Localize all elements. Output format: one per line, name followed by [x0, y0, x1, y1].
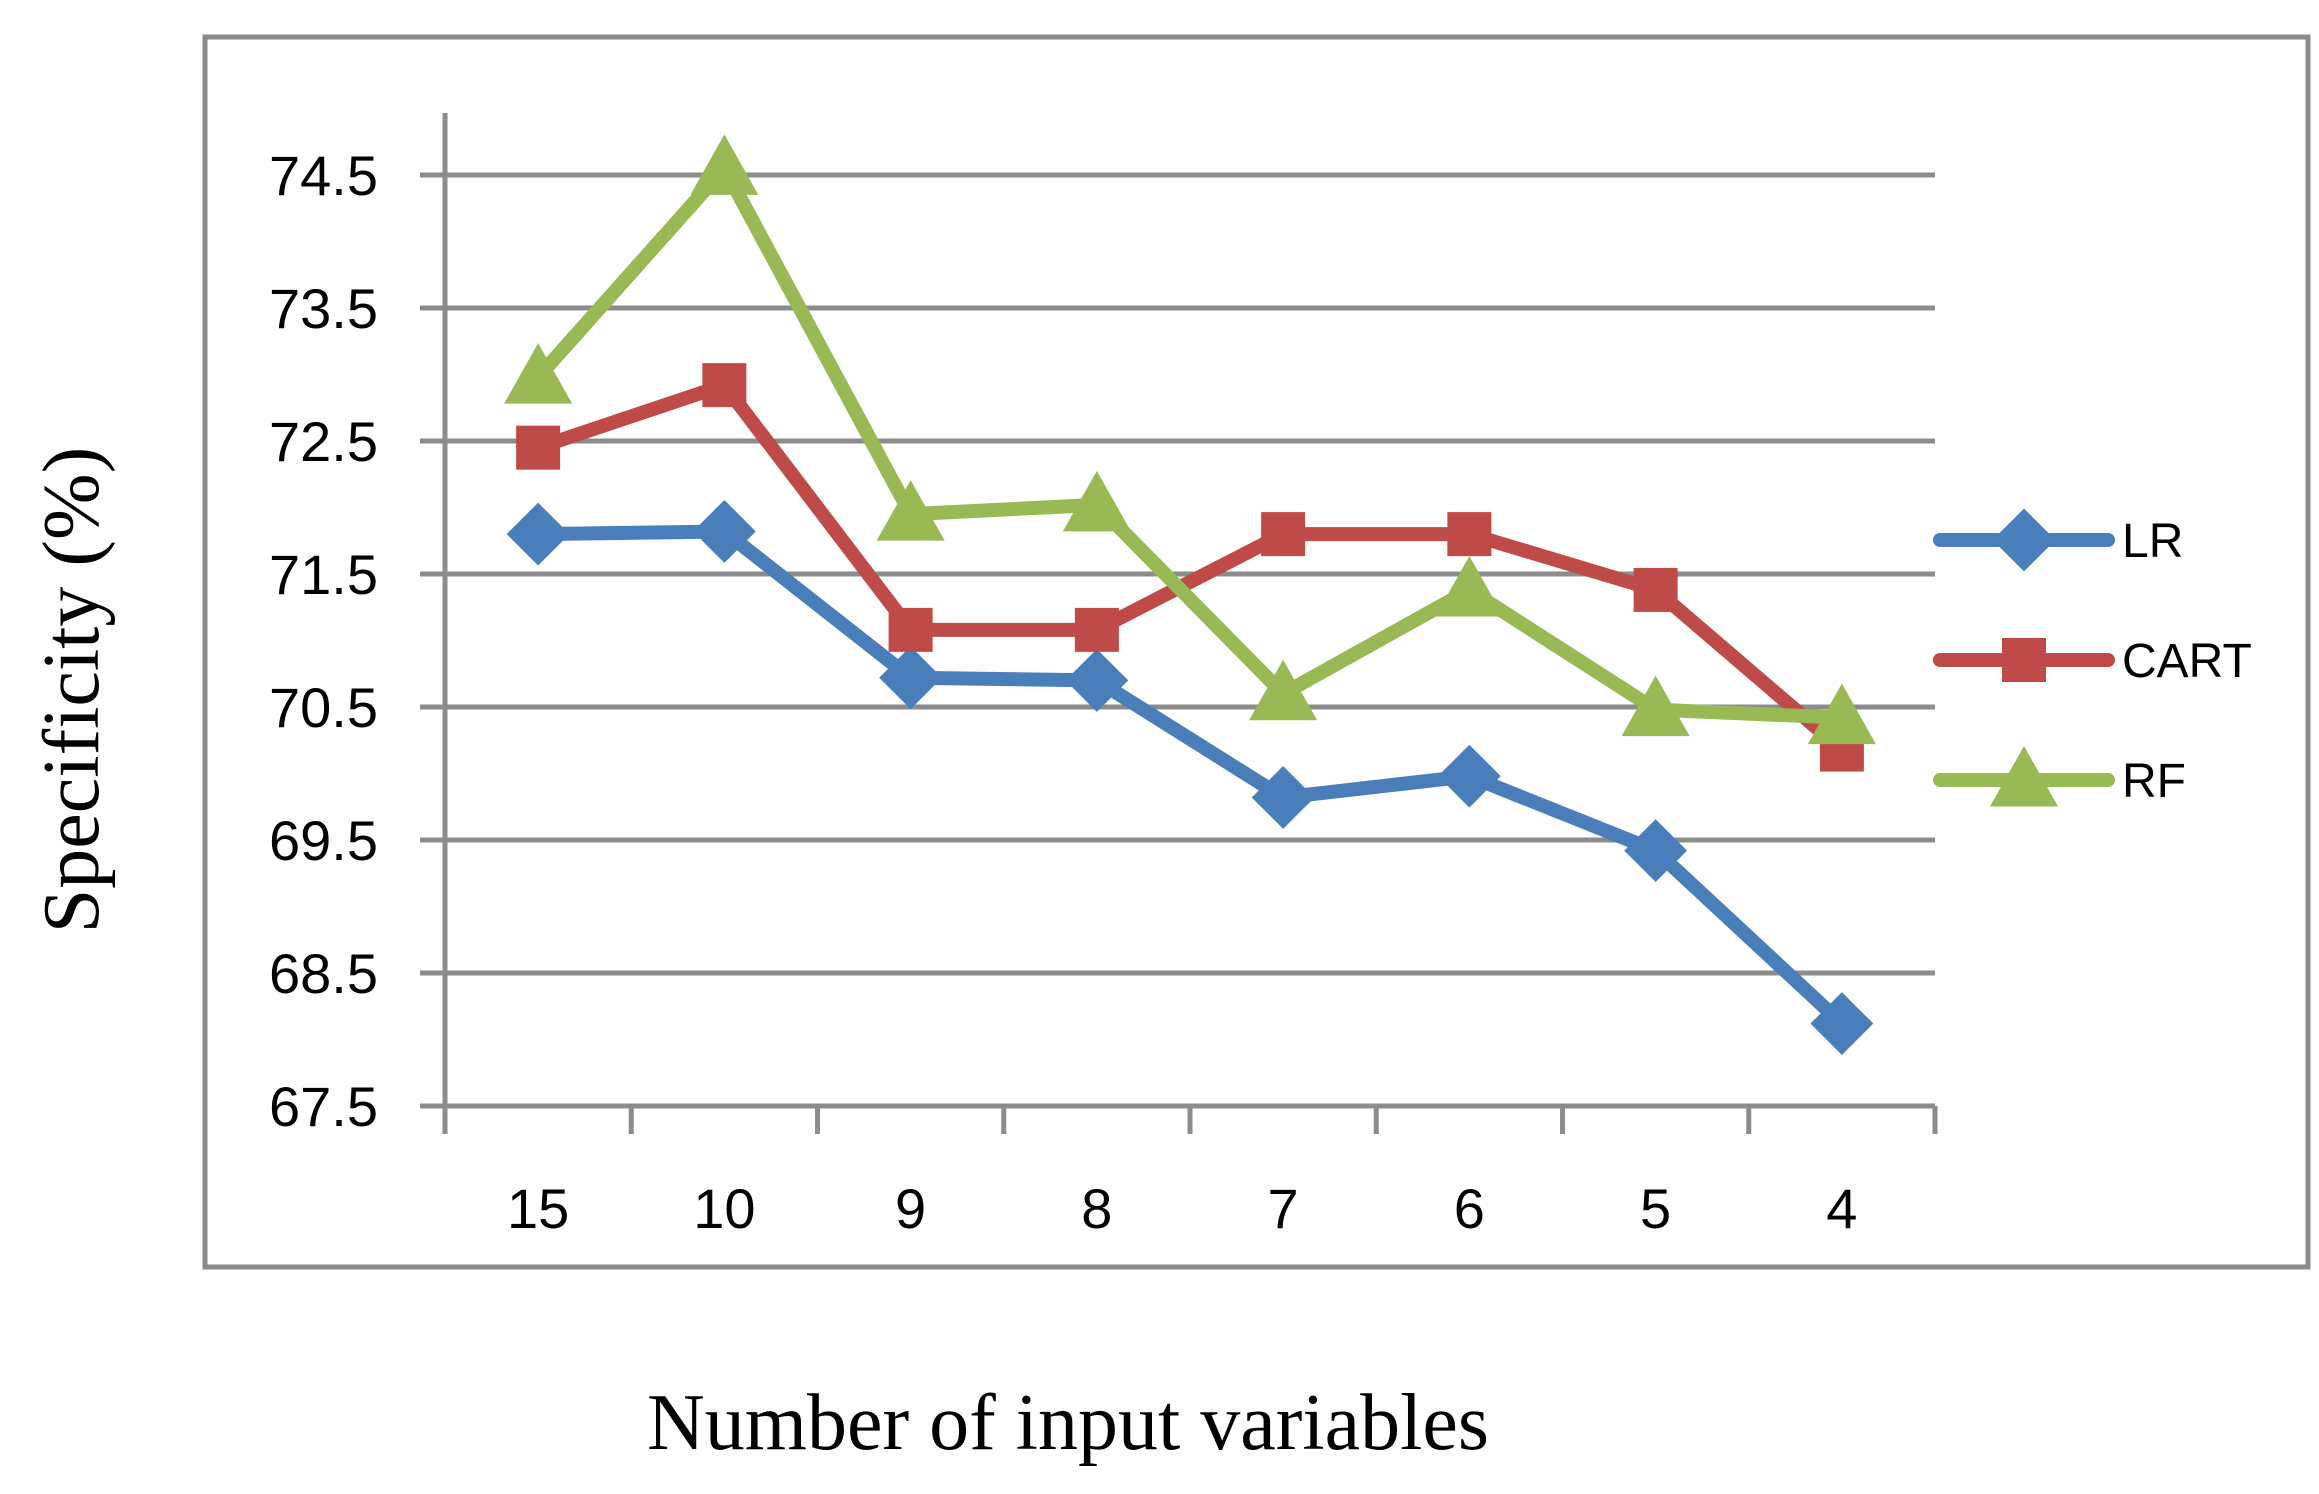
x-tick-label: 6: [1454, 1177, 1485, 1240]
x-tick-label: 5: [1640, 1177, 1671, 1240]
data-point-rf: [1621, 675, 1690, 737]
x-tick-label: 15: [507, 1177, 569, 1240]
data-point-cart: [1447, 512, 1492, 557]
legend-item-lr: LR: [1933, 508, 2183, 572]
y-tick-label: 67.5: [269, 1075, 378, 1138]
x-tick-label: 10: [693, 1177, 755, 1240]
x-axis-title: Number of input variables: [647, 1379, 1489, 1467]
x-tick-labels: 15 10 9 8 7 6 5 4: [507, 1177, 1857, 1240]
y-tick-label: 73.5: [269, 277, 378, 340]
y-tick-label: 74.5: [269, 144, 378, 207]
data-point-lr: [692, 500, 756, 563]
y-tick-label: 70.5: [269, 676, 378, 739]
data-point-lr: [1437, 744, 1501, 808]
series-line-lr: [531, 524, 1849, 1031]
data-point-cart: [1633, 567, 1678, 612]
axes: [420, 113, 1938, 1134]
legend-marker: [1992, 508, 2056, 572]
gridlines: [445, 172, 1935, 976]
data-point-cart: [1074, 607, 1119, 652]
legend-marker: [1990, 746, 2058, 807]
data-point-rf: [1249, 659, 1318, 721]
data-point-rf: [690, 134, 759, 195]
data-point-rf: [504, 343, 573, 404]
data-point-rf: [1062, 470, 1131, 532]
series-rf: [504, 134, 1876, 745]
chart-border: [202, 34, 2311, 1270]
x-tick-label: 8: [1081, 1177, 1112, 1240]
x-tick-label: 7: [1268, 1177, 1299, 1240]
data-point-lr: [1810, 992, 1874, 1055]
legend-label: RF: [2122, 755, 2186, 808]
plot-series: [504, 134, 1876, 1055]
y-tick-label: 69.5: [269, 809, 378, 872]
data-point-rf: [876, 480, 945, 541]
series-lr: [506, 500, 1874, 1055]
data-point-cart: [516, 425, 561, 470]
legend-item-cart: CART: [1933, 635, 2252, 688]
data-point-cart: [1261, 512, 1306, 557]
legend: LR CART RF: [1933, 508, 2252, 808]
data-point-rf: [1807, 683, 1876, 745]
data-point-cart: [888, 607, 933, 652]
data-point-lr: [1251, 766, 1315, 829]
data-point-cart: [702, 363, 747, 408]
data-point-lr: [879, 646, 943, 710]
x-tick-label: 4: [1826, 1177, 1857, 1240]
data-point-rf: [1435, 555, 1504, 617]
y-axis-title: Specificity (%): [28, 447, 116, 933]
legend-marker: [2002, 638, 2046, 682]
y-tick-labels: 67.5 68.5 69.5 70.5 71.5 72.5 73.5 74.5: [269, 144, 378, 1138]
legend-label: LR: [2122, 515, 2183, 568]
y-tick-label: 71.5: [269, 543, 378, 606]
y-tick-label: 68.5: [269, 942, 378, 1005]
series-line-rf: [531, 161, 1849, 725]
y-tick-label: 72.5: [269, 410, 378, 473]
data-point-lr: [1624, 819, 1688, 883]
legend-label: CART: [2122, 635, 2252, 688]
legend-item-rf: RF: [1933, 746, 2186, 808]
data-point-lr: [1065, 648, 1129, 712]
x-tick-label: 9: [895, 1177, 926, 1240]
series-line-cart: [531, 378, 1849, 757]
data-point-lr: [506, 502, 570, 566]
